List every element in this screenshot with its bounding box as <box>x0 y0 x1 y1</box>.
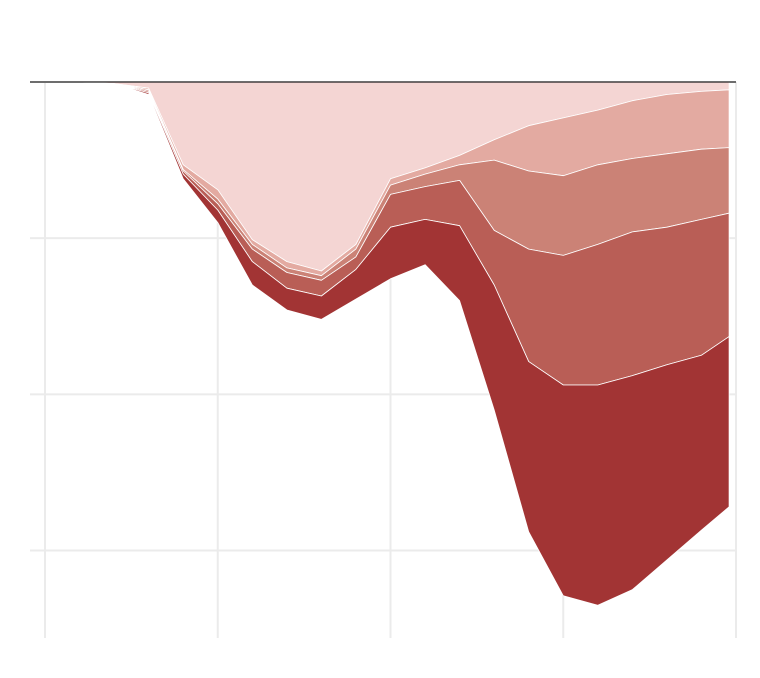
area <box>44 81 730 606</box>
